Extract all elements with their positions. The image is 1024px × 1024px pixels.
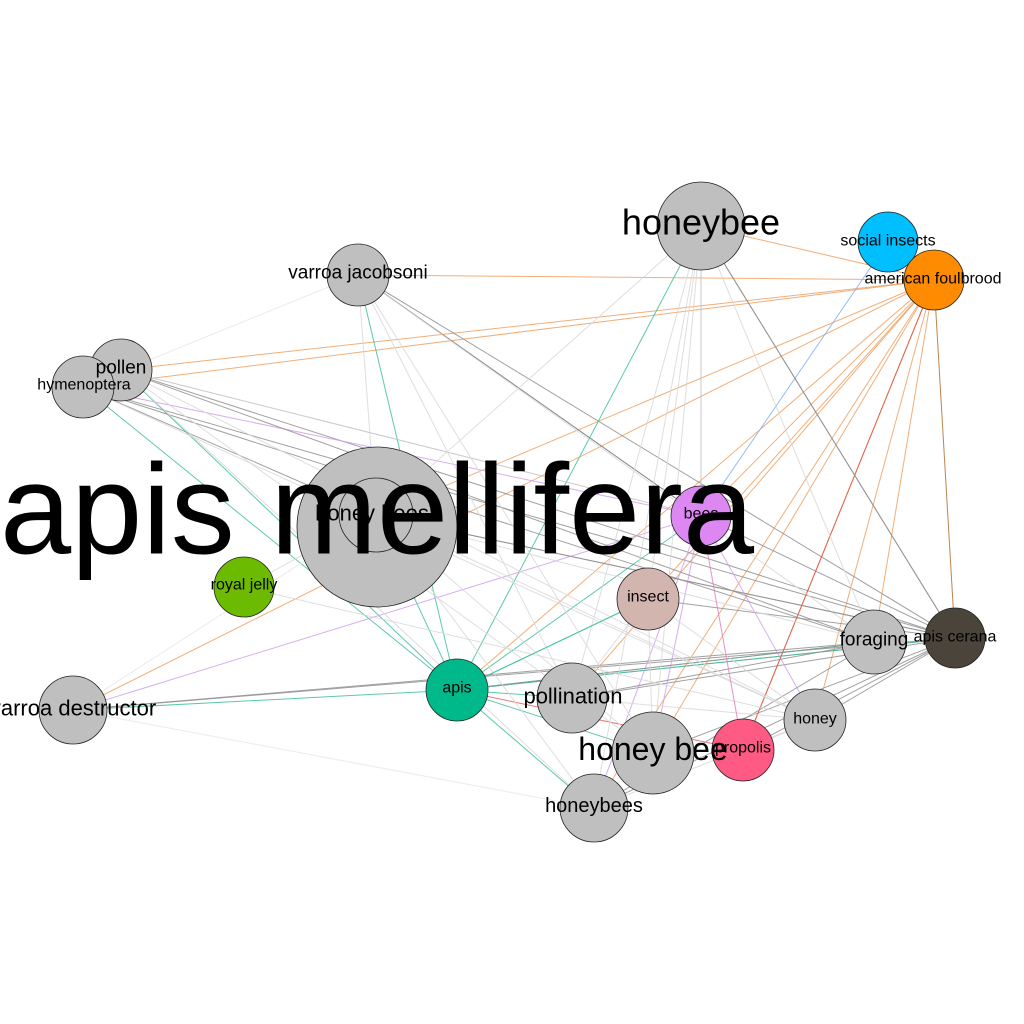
edge-american-foulbrood-to-bees (700, 279, 935, 517)
label-pollination: pollination (523, 684, 622, 709)
edge-varroa-jacobsoni-to-honey-bee (357, 274, 654, 754)
node-bees[interactable] (670, 485, 732, 547)
label-honeybee: honeybee (622, 202, 780, 243)
label-honeybees: honeybees (545, 795, 643, 817)
label-apis-cerana: apis cerana (914, 629, 997, 646)
edge-apis-to-pollen (120, 369, 458, 691)
edge-american-foulbrood-to-foraging (873, 279, 935, 643)
nodes-layer (38, 181, 986, 843)
edge-american-foulbrood-to-apis-cerana (933, 279, 956, 639)
edge-foraging-to-pollen (120, 369, 875, 643)
edge-varroa-destructor-to-honeybees (72, 709, 595, 809)
edge-apis-to-bees (456, 515, 702, 691)
edge-bees-to-honeybees (593, 515, 702, 809)
edge-insect-to-apis (456, 598, 649, 691)
node-social-insects[interactable] (857, 211, 919, 273)
label-insect: insect (627, 589, 669, 606)
label-honey-bees: honey bees (315, 501, 429, 526)
edge-apis-to-hymenoptera (82, 386, 458, 691)
node-foraging[interactable] (841, 609, 907, 675)
node-honey-bees[interactable] (338, 477, 414, 553)
label-varroa-destructor: varroa destructor (0, 696, 156, 721)
label-varroa-jacobsoni: varroa jacobsoni (288, 263, 427, 284)
edge-bees-to-varroa-destructor (72, 515, 702, 711)
node-apis[interactable] (425, 658, 489, 722)
edge-varroa-jacobsoni-to-foraging (357, 274, 875, 643)
edge-honey-to-honeybees (593, 719, 816, 809)
edge-honeybee-to-foraging (700, 225, 875, 643)
edge-pollination-to-honey (571, 697, 816, 721)
edge-apis-cerana-to-pollen (120, 369, 956, 639)
edge-foraging-to-apis (456, 641, 875, 691)
edge-american-foulbrood-to-honey-bees (375, 279, 935, 516)
node-hymenoptera[interactable] (51, 355, 115, 419)
edge-propolis-to-apis (456, 689, 744, 751)
node-royal-jelly[interactable] (213, 556, 275, 618)
label-hymenoptera: hymenoptera (37, 377, 130, 394)
label-apis-mellifera: apis mellifera (0, 439, 755, 582)
node-american-foulbrood[interactable] (903, 249, 965, 311)
edge-insect-to-honey (647, 598, 816, 721)
edge-apis-cerana-to-propolis (742, 637, 956, 751)
edge-apis-to-varroa-destructor (72, 689, 458, 711)
node-propolis[interactable] (711, 718, 775, 782)
node-insect[interactable] (616, 567, 680, 631)
edge-honeybee-to-honeybees (593, 225, 702, 809)
node-honeybee[interactable] (656, 181, 746, 271)
edge-honeybee-to-insect (647, 225, 702, 600)
edge-varroa-jacobsoni-to-pollination (357, 274, 573, 699)
edge-honeybee-to-honey-bee (652, 225, 702, 754)
edge-pollen-to-honey (120, 369, 816, 721)
node-apis-cerana[interactable] (924, 607, 986, 669)
edge-bees-to-honey (700, 515, 816, 721)
node-varroa-destructor[interactable] (38, 675, 108, 745)
label-royal-jelly: royal jelly (211, 577, 278, 594)
edge-apis-cerana-to-varroa-jacobsoni (357, 274, 956, 639)
edge-american-foulbrood-to-hymenoptera (82, 279, 935, 388)
edge-apis-cerana-to-bees (700, 515, 956, 639)
edge-propolis-to-bees (700, 515, 744, 751)
label-pollen: pollen (96, 358, 147, 379)
label-american-foulbrood: american foulbrood (865, 271, 1002, 288)
node-honeybees[interactable] (559, 773, 629, 843)
edge-honeybee-to-apis-cerana (700, 225, 956, 639)
label-bees: bees (684, 506, 719, 523)
label-social-insects: social insects (840, 233, 935, 250)
edge-propolis-to-american-foulbrood (742, 279, 935, 751)
label-honey: honey (793, 711, 837, 728)
label-foraging: foraging (840, 630, 909, 651)
edge-bees-to-pollen (120, 369, 702, 517)
edge-american-foulbrood-to-varroa-jacobsoni (357, 274, 935, 281)
edge-american-foulbrood-to-apis (456, 279, 935, 691)
edge-american-foulbrood-to-varroa-destructor (72, 279, 935, 711)
node-honey-bee[interactable] (611, 711, 695, 795)
node-pollination[interactable] (536, 662, 608, 734)
edge-foraging-to-pollination (571, 641, 875, 699)
node-honey[interactable] (783, 688, 847, 752)
edge-social-insects-to-bees (700, 241, 889, 517)
label-apis: apis (442, 680, 471, 697)
label-honey-bee: honey bee (578, 731, 727, 767)
node-varroa-jacobsoni[interactable] (326, 243, 390, 307)
edge-american-foulbrood-to-pollen (120, 279, 935, 371)
edge-royal-jelly-to-honey (243, 586, 816, 721)
edge-apis-to-honeybee (456, 225, 702, 691)
edge-foraging-to-hymenoptera (82, 386, 875, 643)
label-propolis: propolis (715, 740, 771, 757)
